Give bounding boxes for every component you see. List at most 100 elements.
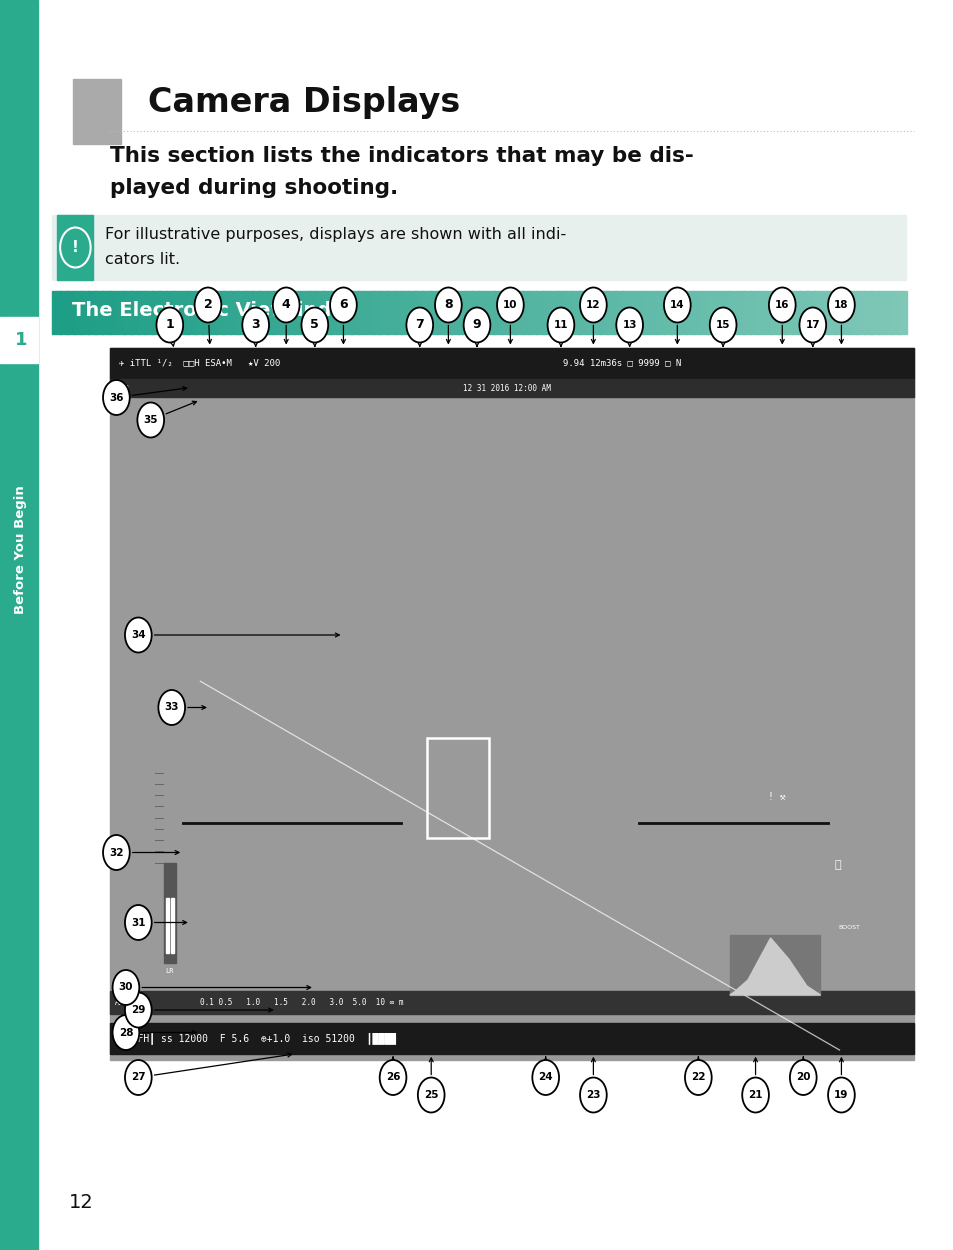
Text: This section lists the indicators that may be dis-: This section lists the indicators that m… (110, 146, 693, 166)
Text: 7: 7 (415, 319, 424, 331)
Bar (373, 291, 380, 334)
Circle shape (125, 1060, 152, 1095)
Circle shape (194, 288, 221, 322)
Bar (848, 291, 857, 334)
Bar (628, 291, 637, 334)
Bar (593, 291, 600, 334)
Text: ✈ iTTL ¹/₂  □□H ESA•M   ★V 200: ✈ iTTL ¹/₂ □□H ESA•M ★V 200 (119, 359, 280, 368)
Text: 24: 24 (537, 1072, 553, 1082)
Bar (358, 291, 366, 334)
Bar (273, 291, 281, 334)
Text: 31: 31 (131, 918, 146, 928)
Bar (700, 291, 707, 334)
Text: 🔒: 🔒 (834, 860, 840, 870)
Text: 17: 17 (804, 320, 820, 330)
Text: 35: 35 (143, 415, 158, 425)
Bar (379, 291, 388, 334)
Bar (223, 291, 231, 334)
Bar (59, 291, 68, 334)
Circle shape (112, 970, 139, 1005)
Bar (287, 291, 295, 334)
Text: 21: 21 (747, 1090, 762, 1100)
Circle shape (663, 288, 690, 322)
Bar (137, 291, 146, 334)
Circle shape (103, 380, 130, 415)
Bar (171, 898, 173, 952)
Bar (443, 291, 452, 334)
Bar (692, 291, 700, 334)
Circle shape (827, 1078, 854, 1112)
Circle shape (125, 992, 152, 1028)
Bar (763, 291, 771, 334)
Circle shape (242, 308, 269, 342)
Bar (110, 348, 913, 379)
Circle shape (547, 308, 574, 342)
Bar (884, 291, 892, 334)
Bar (124, 291, 132, 334)
Bar (543, 291, 551, 334)
Bar (729, 935, 820, 995)
Bar (145, 291, 152, 334)
Bar (408, 291, 416, 334)
Circle shape (741, 1078, 768, 1112)
Bar (820, 291, 828, 334)
Text: 23: 23 (585, 1090, 600, 1100)
Text: 28: 28 (118, 1028, 133, 1038)
Bar (110, 291, 117, 334)
Text: ! ⚒: ! ⚒ (767, 792, 784, 802)
Circle shape (379, 1060, 406, 1095)
Bar (436, 291, 444, 334)
Bar (770, 291, 779, 334)
Bar (706, 291, 715, 334)
Bar (116, 291, 125, 334)
Text: 20: 20 (795, 1072, 810, 1082)
Circle shape (273, 288, 299, 322)
Bar (429, 291, 437, 334)
Text: 36: 36 (109, 392, 124, 402)
Bar (415, 291, 423, 334)
Circle shape (463, 308, 490, 342)
Bar (309, 291, 316, 334)
Bar (164, 862, 176, 962)
Bar (529, 291, 537, 334)
Bar (400, 291, 409, 334)
Bar (642, 291, 650, 334)
Circle shape (709, 308, 736, 342)
Text: 16: 16 (774, 300, 789, 310)
Text: 6: 6 (338, 299, 348, 311)
Bar (671, 291, 679, 334)
Bar (237, 291, 245, 334)
Bar (521, 291, 530, 334)
Bar (507, 291, 516, 334)
Bar (636, 291, 643, 334)
Circle shape (435, 288, 461, 322)
Text: 12: 12 (69, 1192, 93, 1212)
Text: 4: 4 (281, 299, 291, 311)
Text: 25: 25 (423, 1090, 438, 1100)
Text: 3: 3 (251, 319, 260, 331)
Bar (266, 291, 274, 334)
Text: cators lit.: cators lit. (105, 253, 180, 268)
Text: 11: 11 (553, 320, 568, 330)
Text: Before You Begin: Before You Begin (14, 485, 28, 614)
Bar (657, 291, 664, 334)
Text: 27: 27 (131, 1072, 146, 1082)
Bar (73, 291, 82, 334)
Bar (110, 991, 913, 1014)
Bar (720, 291, 729, 334)
Bar (67, 291, 74, 334)
Bar (585, 291, 594, 334)
Bar (472, 291, 479, 334)
Circle shape (112, 1015, 139, 1050)
Circle shape (417, 1078, 444, 1112)
Bar (564, 291, 572, 334)
Bar (81, 291, 89, 334)
Circle shape (406, 308, 433, 342)
Text: 0.1 0.5   1.0   1.5   2.0   3.0  5.0  10 ∞ m: 0.1 0.5 1.0 1.5 2.0 3.0 5.0 10 ∞ m (200, 998, 403, 1008)
Bar (301, 291, 309, 334)
Bar (336, 291, 345, 334)
Bar (315, 291, 323, 334)
Circle shape (579, 288, 606, 322)
Bar (110, 379, 913, 398)
Bar (166, 898, 169, 952)
